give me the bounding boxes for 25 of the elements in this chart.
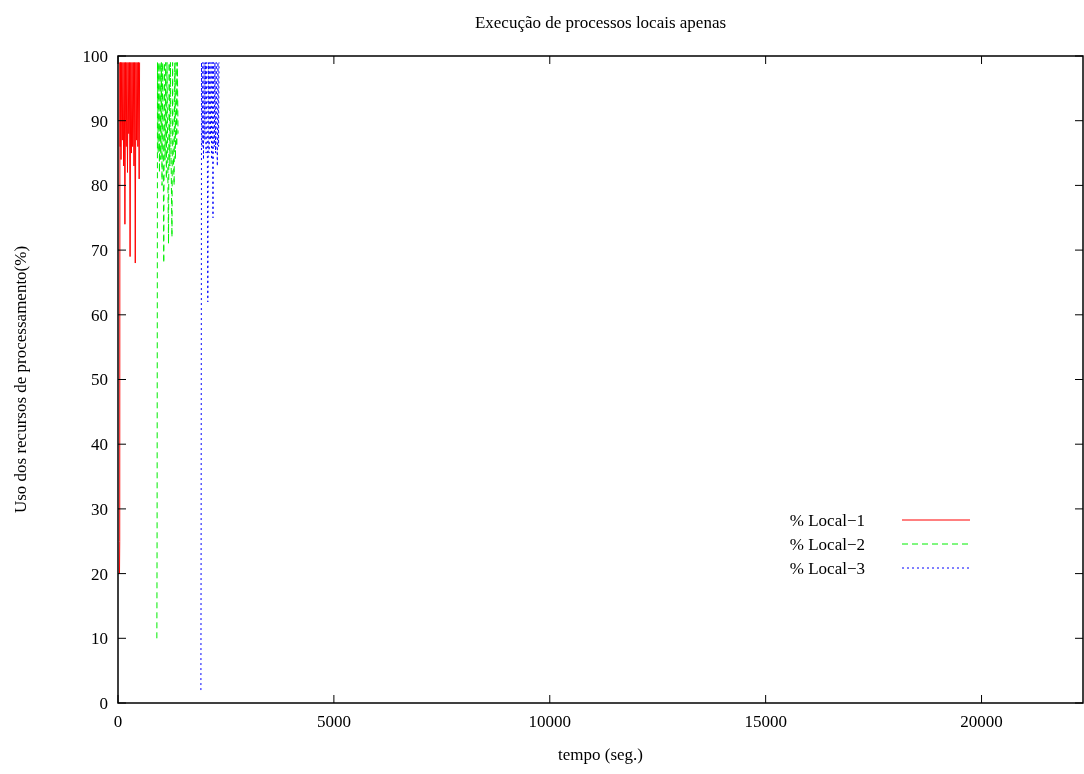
line-series [200, 61, 220, 691]
line-series [119, 61, 141, 575]
x-axis-title: tempo (seg.) [558, 745, 643, 764]
x-tick-label: 0 [113, 712, 123, 731]
chart-title: Execução de processos locais apenas [474, 13, 727, 32]
y-tick-label: 20 [91, 564, 108, 584]
line-series [156, 61, 179, 639]
y-tick-label: 100 [82, 46, 108, 66]
y-axis-title: Uso dos recursos de processamento(%) [11, 245, 30, 514]
x-tick-label: 15000 [744, 712, 787, 731]
y-tick-label: 30 [91, 499, 108, 519]
y-tick-label: 10 [91, 629, 108, 649]
x-tick-label: 5000 [316, 712, 351, 731]
x-tick-label: 10000 [528, 712, 572, 731]
y-tick-label: 50 [91, 370, 108, 390]
y-tick-label: 60 [91, 305, 108, 325]
y-tick-label: 90 [91, 111, 108, 131]
y-tick-label: 0 [99, 693, 108, 713]
x-tick-label: 20000 [960, 712, 1003, 731]
y-tick-label: 80 [91, 176, 108, 196]
y-tick-label: 40 [91, 435, 108, 455]
legend-label: % Local−2 [789, 534, 865, 554]
legend-label: % Local−3 [789, 558, 865, 578]
y-tick-label: 70 [91, 241, 108, 261]
legend-label: % Local−1 [789, 510, 865, 530]
